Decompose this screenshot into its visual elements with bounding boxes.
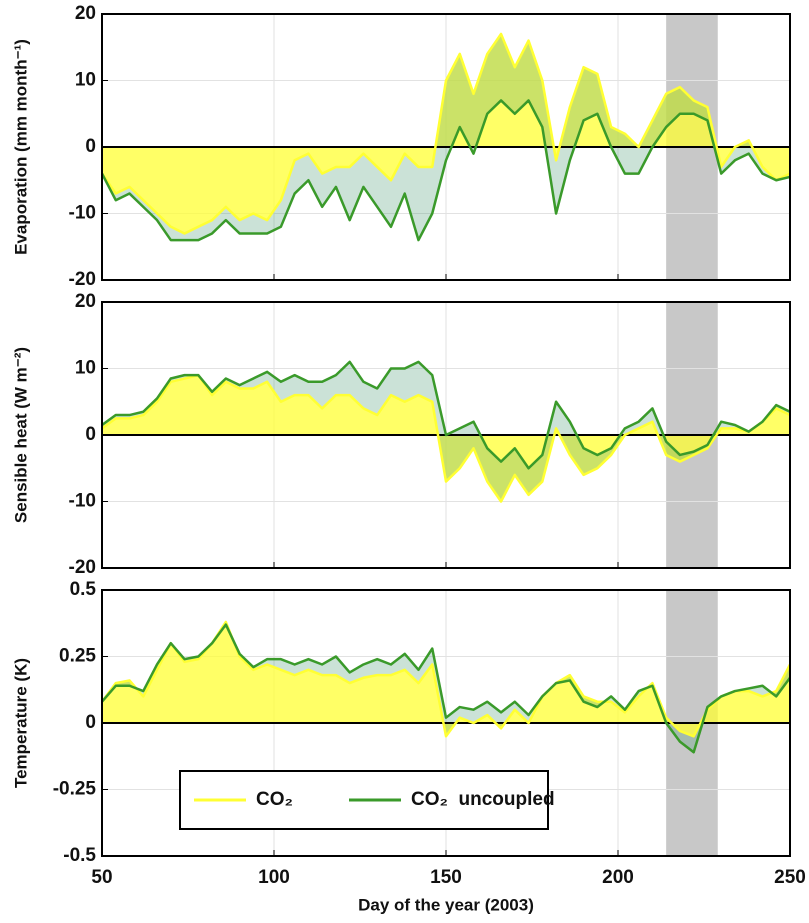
legend-label: CO₂ <box>256 789 293 810</box>
y-tick-label: -20 <box>69 557 96 578</box>
y-axis-label: Evaporation (mm month⁻¹) <box>11 39 30 255</box>
difference-band <box>102 361 790 502</box>
x-tick-label: 100 <box>258 867 290 888</box>
y-tick-label: 0.5 <box>70 579 97 600</box>
series-line <box>100 32 791 235</box>
y-tick-label: 10 <box>75 358 96 379</box>
difference-band <box>102 33 790 241</box>
y-tick-label: 0 <box>85 136 96 157</box>
y-tick-label: 10 <box>75 70 96 91</box>
y-axis-label: Sensible heat (W m⁻²) <box>11 347 30 523</box>
y-tick-label: 20 <box>75 291 96 312</box>
x-tick-label: 50 <box>91 867 112 888</box>
x-tick-label: 200 <box>602 867 634 888</box>
series-area <box>102 375 790 502</box>
plot-frame <box>101 13 791 281</box>
series-line <box>101 623 792 754</box>
y-tick-label: 0 <box>85 424 96 445</box>
series-line <box>101 360 791 470</box>
y-tick-label: 20 <box>75 3 96 24</box>
y-tick-label: -0.25 <box>53 779 97 800</box>
x-axis-label: Day of the year (2003) <box>358 895 534 914</box>
y-tick-label: 0.25 <box>59 646 96 667</box>
difference-band <box>102 621 790 753</box>
y-tick-label: -10 <box>69 203 96 224</box>
y-tick-label: 0 <box>85 712 96 733</box>
y-axis-label: Temperature (K) <box>11 658 30 788</box>
y-tick-label: -10 <box>69 491 96 512</box>
plot-frame <box>101 589 791 857</box>
legend-label: CO₂ uncoupled <box>411 789 555 810</box>
x-tick-label: 250 <box>774 867 806 888</box>
plot-frame <box>101 301 791 569</box>
x-tick-label: 150 <box>430 867 462 888</box>
series-line <box>100 99 791 242</box>
y-tick-label: -0.5 <box>63 845 96 866</box>
series-line <box>101 373 791 503</box>
series-area <box>102 33 790 234</box>
y-tick-label: -20 <box>69 269 96 290</box>
